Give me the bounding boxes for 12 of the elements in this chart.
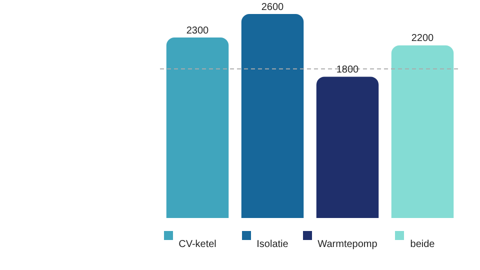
bar [166,38,229,218]
data-label: 1800 [336,64,360,76]
x-tick-label: beide [410,238,436,250]
data-label: 2300 [186,25,210,36]
x-tick-label: Isolatie [256,238,289,250]
bar [316,76,379,218]
x-tick-label: CV-ketel [178,238,216,250]
bar [241,14,304,218]
data-label: 2200 [411,33,434,44]
x-tick-label: Warmtepomp [318,238,378,250]
bar [391,45,454,218]
data-label: 2600 [261,2,284,13]
